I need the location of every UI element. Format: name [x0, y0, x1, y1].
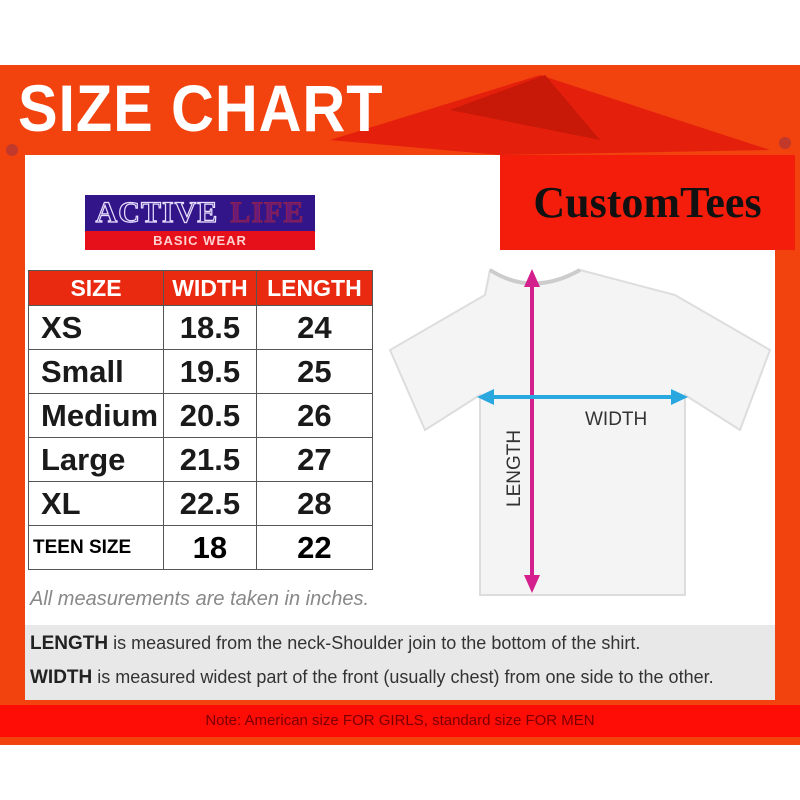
footer-note: Note: American size FOR GIRLS, standard … [0, 705, 800, 737]
definition-term: LENGTH [30, 633, 109, 654]
table-header: SIZE WIDTH LENGTH [28, 270, 374, 306]
tshirt-diagram: WIDTH LENGTH [388, 268, 772, 596]
table-row: Large 21.5 27 [28, 437, 374, 482]
page-title: SIZE CHART [18, 71, 384, 145]
logo-text: LIFE [230, 196, 305, 230]
size-cell: XS [28, 305, 164, 350]
table-row: XS 18.5 24 [28, 305, 374, 350]
width-cell: 21.5 [163, 437, 257, 482]
units-note: All measurements are taken in inches. [30, 588, 370, 610]
pin-icon [6, 144, 18, 156]
size-cell: Medium [28, 393, 164, 438]
header-size: SIZE [28, 270, 164, 306]
length-arrow [524, 269, 540, 593]
definition-text: is measured widest part of the front (us… [97, 667, 714, 687]
width-cell: 19.5 [163, 349, 257, 394]
table-row: Medium 20.5 26 [28, 393, 374, 438]
pin-icon [779, 137, 791, 149]
table-row: Small 19.5 25 [28, 349, 374, 394]
width-label: WIDTH [585, 409, 647, 430]
logo-subtitle: BASIC WEAR [85, 231, 315, 250]
size-cell: XL [28, 481, 164, 526]
definition-length: LENGTH is measured from the neck-Shoulde… [30, 633, 640, 655]
size-cell: TEEN SIZE [28, 525, 164, 570]
brand-label: CustomTees [500, 155, 795, 250]
length-label: LENGTH [504, 430, 525, 507]
definition-term: WIDTH [30, 667, 93, 688]
header-width: WIDTH [163, 270, 257, 306]
logo-text: ACTIVE [95, 195, 219, 229]
definition-text: is measured from the neck-Shoulder join … [113, 633, 641, 653]
length-cell: 26 [255, 393, 374, 438]
length-cell: 25 [255, 349, 374, 394]
size-cell: Small [28, 349, 164, 394]
width-cell: 20.5 [163, 393, 257, 438]
table-row: XL 22.5 28 [28, 481, 374, 526]
ribbon-decoration [6, 75, 791, 156]
width-cell: 18 [163, 525, 257, 570]
definitions-panel [25, 625, 775, 700]
size-table: SIZE WIDTH LENGTH XS 18.5 24 Small 19.5 25 M… [28, 270, 374, 570]
tshirt-icon [388, 268, 772, 596]
table-row: TEEN SIZE 18 22 [28, 525, 374, 570]
header-length: LENGTH [255, 270, 374, 306]
active-life-logo: ACTIVE LIFE BASIC WEAR [85, 195, 315, 250]
width-cell: 22.5 [163, 481, 257, 526]
width-arrow [477, 389, 688, 405]
length-cell: 27 [255, 437, 374, 482]
size-cell: Large [28, 437, 164, 482]
length-cell: 22 [255, 525, 374, 570]
width-cell: 18.5 [163, 305, 257, 350]
length-cell: 24 [255, 305, 374, 350]
length-cell: 28 [255, 481, 374, 526]
definition-width: WIDTH is measured widest part of the fro… [30, 667, 714, 689]
